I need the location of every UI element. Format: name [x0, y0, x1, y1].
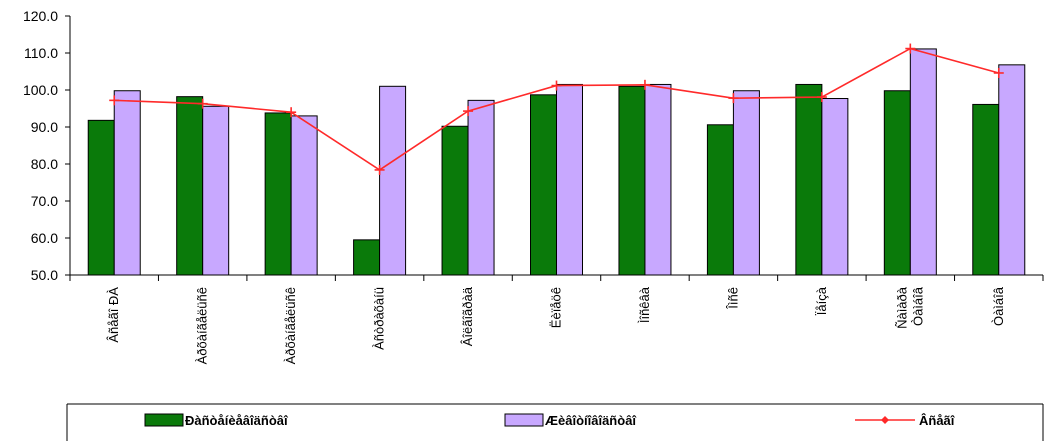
y-tick-label: 50.0 [31, 267, 58, 283]
bar-series-1 [883, 90, 911, 276]
bar-series-1 [176, 96, 204, 276]
total-line [109, 43, 1004, 175]
legend-label: Âñåãî [919, 413, 956, 428]
y-tick-label: 80.0 [31, 156, 58, 172]
x-category-label: Òàìáîâ [910, 286, 925, 326]
y-tick-label: 110.0 [24, 45, 58, 61]
x-category-label: Âîëãîãðàä [460, 286, 475, 346]
x-category-label: Ñàìàðà [894, 286, 909, 329]
bar-series-1 [795, 83, 823, 276]
legend-swatch [504, 413, 544, 427]
bar-series-2 [290, 115, 318, 276]
y-tick-label: 70.0 [31, 193, 58, 209]
legend-marker [881, 416, 889, 424]
y-tick-label: 120.0 [23, 8, 58, 24]
bar-series-1 [618, 85, 646, 276]
x-axis: Âñåãî ÐÀ Àðõàíãåëüñê Àðõàíãåëüñê Àñòðàõàíü Â… [69, 274, 1044, 364]
bar-series-1 [530, 94, 557, 276]
x-category-label: Àðõàíãåëüñê [283, 287, 298, 364]
bars [87, 48, 1026, 276]
bar-series-1 [353, 239, 381, 276]
bar-series-1 [87, 119, 115, 276]
legend-label: Æèâîòíîâîäñòâî [545, 413, 637, 428]
bar-series-2 [202, 105, 230, 276]
bar-series-2 [467, 99, 495, 276]
bar-series-1 [441, 125, 469, 276]
bar-series-2 [644, 83, 672, 276]
y-tick-label: 90.0 [31, 119, 58, 135]
legend: Ðàñòåíèåâîäñòâî Æèâîòíîâîäñòâî Âñåãî [66, 403, 1044, 441]
bar-series-1 [264, 112, 292, 276]
bar-series-2 [556, 83, 583, 276]
x-category-label: Ìîñêâà [637, 286, 652, 323]
x-category-label: Îìñê [725, 287, 740, 310]
bar-series-2 [821, 98, 849, 276]
x-category-label: Ïåíçà [814, 286, 829, 315]
bar-series-2 [909, 48, 937, 276]
bar-series-2 [998, 64, 1026, 276]
y-axis: 120.0 110.0 100.0 90.0 80.0 70.0 60.0 50.0 [23, 8, 71, 283]
y-tick-label: 100.0 [23, 82, 58, 98]
legend-swatch [144, 413, 184, 427]
bar-series-2 [113, 90, 141, 276]
x-category-label: Àðõàíãåëüñê [195, 287, 210, 364]
x-category-label: Âñåãî ÐÀ [106, 287, 121, 343]
y-tick-label: 60.0 [31, 230, 58, 246]
bar-series-1 [972, 103, 1000, 276]
bar-series-2 [732, 90, 760, 276]
bar-series-1 [706, 124, 734, 276]
x-category-label: Ëèïåöê [549, 287, 564, 328]
x-category-label: Òàìáîâ [991, 286, 1006, 326]
legend-label: Ðàñòåíèåâîäñòâî [185, 413, 289, 428]
bar-series-2 [379, 85, 407, 276]
x-category-label: Àñòðàõàíü [372, 287, 387, 350]
